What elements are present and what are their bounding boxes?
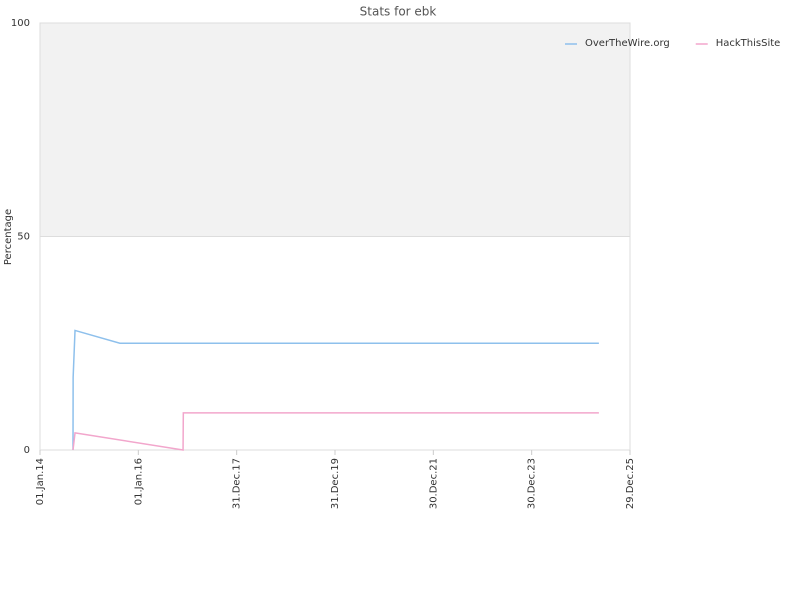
y-axis-label: Percentage [3,209,14,265]
x-tick-label: 30.Dec.21 [428,458,439,509]
y-tick-label: 50 [17,232,30,243]
x-tick-label: 31.Dec.17 [232,458,243,509]
legend-label: HackThisSite [716,38,781,49]
x-tick-label: 29.Dec.25 [625,458,636,509]
chart-title: Stats for ebk [360,5,437,19]
y-tick-label: 100 [11,18,30,29]
series-line [72,329,599,451]
series-line [72,412,599,451]
x-tick-label: 01.Jan.14 [35,458,46,505]
x-tick-label: 30.Dec.23 [527,458,538,509]
legend-label: OverTheWire.org [585,38,670,49]
y-tick-label: 0 [24,445,30,456]
x-tick-label: 01.Jan.16 [133,458,144,505]
plot-band [40,23,630,237]
x-tick-label: 31.Dec.19 [330,458,341,509]
